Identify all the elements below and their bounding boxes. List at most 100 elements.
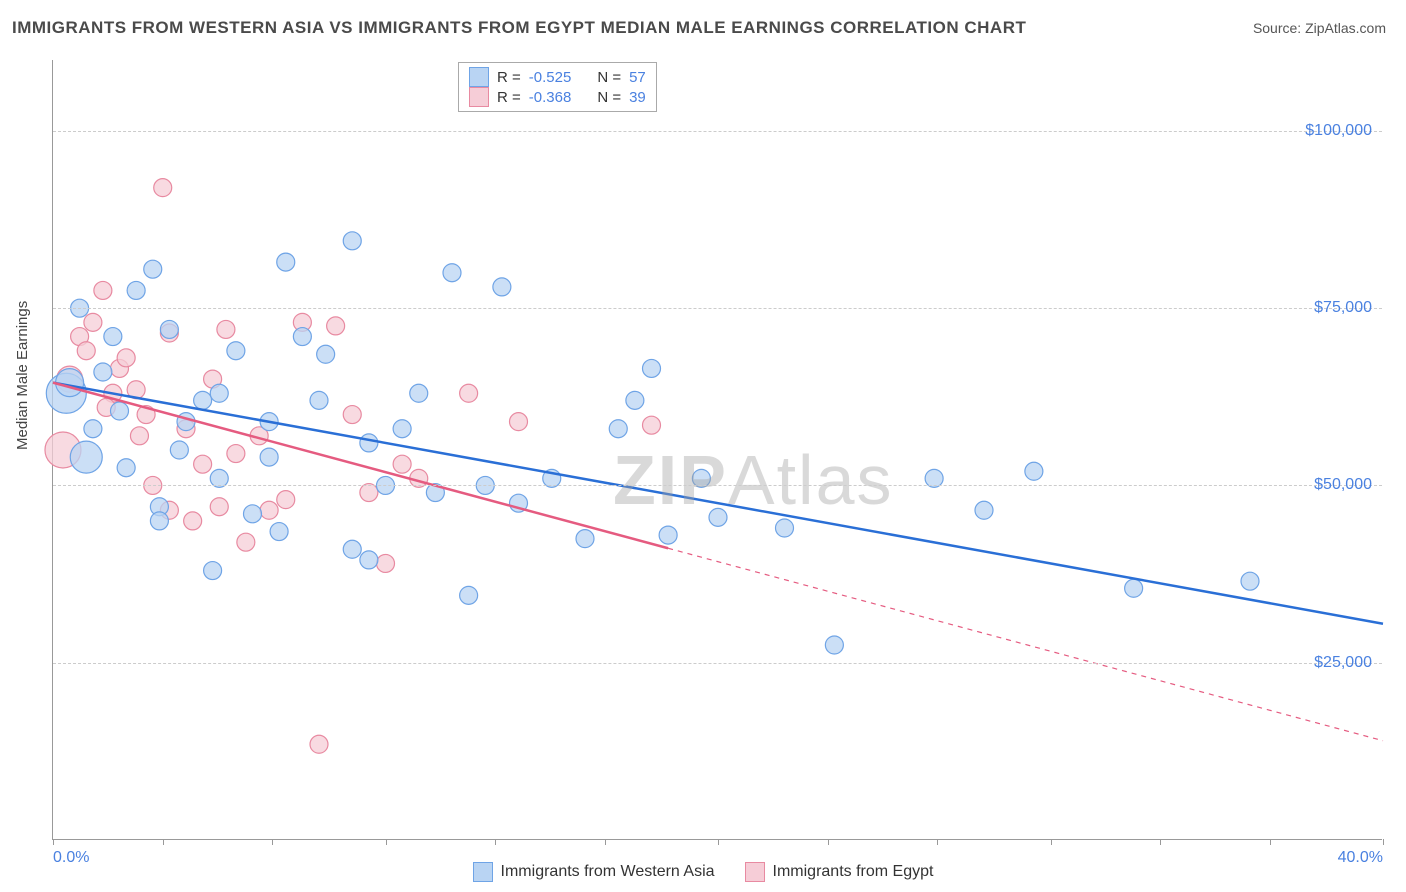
y-tick-label: $25,000 xyxy=(1314,654,1372,672)
data-point xyxy=(410,384,428,402)
data-point xyxy=(460,586,478,604)
data-point xyxy=(393,455,411,473)
data-point xyxy=(576,530,594,548)
data-point xyxy=(204,562,222,580)
x-tick-mark xyxy=(1383,839,1384,845)
grid-line xyxy=(53,308,1382,309)
data-point xyxy=(443,264,461,282)
series-legend: Immigrants from Western Asia Immigrants f… xyxy=(0,862,1406,882)
data-point xyxy=(177,413,195,431)
data-point xyxy=(277,253,295,271)
regression-line xyxy=(53,383,1383,624)
x-tick-mark xyxy=(53,839,54,845)
r-value: -0.368 xyxy=(529,89,572,106)
data-point xyxy=(609,420,627,438)
data-point xyxy=(360,551,378,569)
x-tick-mark xyxy=(1160,839,1161,845)
y-axis-label: Median Male Earnings xyxy=(14,301,31,450)
legend-item: Immigrants from Egypt xyxy=(745,862,934,882)
x-tick-mark xyxy=(163,839,164,845)
data-point xyxy=(94,281,112,299)
data-point xyxy=(709,508,727,526)
data-point xyxy=(343,540,361,558)
source-value: ZipAtlas.com xyxy=(1305,20,1386,36)
data-point xyxy=(150,512,168,530)
data-point xyxy=(260,501,278,519)
data-point xyxy=(84,313,102,331)
data-point xyxy=(260,448,278,466)
r-value: -0.525 xyxy=(529,69,572,86)
n-value: 57 xyxy=(629,69,646,86)
data-point xyxy=(70,441,102,473)
legend-row: R =-0.368N =39 xyxy=(469,87,646,107)
data-point xyxy=(237,533,255,551)
data-point xyxy=(393,420,411,438)
x-tick-mark xyxy=(386,839,387,845)
data-point xyxy=(343,406,361,424)
data-point xyxy=(210,498,228,516)
data-point xyxy=(154,179,172,197)
legend-swatch xyxy=(473,862,493,882)
legend-item: Immigrants from Western Asia xyxy=(473,862,715,882)
data-point xyxy=(659,526,677,544)
data-point xyxy=(317,345,335,363)
data-point xyxy=(210,384,228,402)
x-tick-mark xyxy=(1270,839,1271,845)
data-point xyxy=(127,281,145,299)
data-point xyxy=(626,391,644,409)
source-label: Source: xyxy=(1253,20,1301,36)
data-point xyxy=(160,320,178,338)
data-point xyxy=(84,420,102,438)
data-point xyxy=(327,317,345,335)
n-label: N = xyxy=(597,69,621,86)
data-point xyxy=(825,636,843,654)
data-point xyxy=(194,455,212,473)
chart-title: IMMIGRANTS FROM WESTERN ASIA VS IMMIGRAN… xyxy=(12,18,1026,38)
data-point xyxy=(77,342,95,360)
legend-swatch xyxy=(469,67,489,87)
data-point xyxy=(194,391,212,409)
data-point xyxy=(343,232,361,250)
x-tick-mark xyxy=(1051,839,1052,845)
data-point xyxy=(270,523,288,541)
source-attribution: Source: ZipAtlas.com xyxy=(1253,20,1386,36)
data-point xyxy=(493,278,511,296)
legend-swatch xyxy=(745,862,765,882)
data-point xyxy=(776,519,794,537)
x-tick-mark xyxy=(495,839,496,845)
data-point xyxy=(130,427,148,445)
data-point xyxy=(1125,579,1143,597)
regression-line xyxy=(53,383,668,549)
scatter-svg xyxy=(53,60,1382,839)
n-label: N = xyxy=(597,89,621,106)
data-point xyxy=(170,441,188,459)
legend-swatch xyxy=(469,87,489,107)
r-label: R = xyxy=(497,69,521,86)
grid-line xyxy=(53,485,1382,486)
x-tick-mark xyxy=(718,839,719,845)
data-point xyxy=(227,342,245,360)
x-tick-mark xyxy=(272,839,273,845)
grid-line xyxy=(53,663,1382,664)
data-point xyxy=(94,363,112,381)
x-tick-mark xyxy=(605,839,606,845)
x-tick-mark xyxy=(828,839,829,845)
y-tick-label: $50,000 xyxy=(1314,476,1372,494)
data-point xyxy=(104,328,122,346)
series-name: Immigrants from Egypt xyxy=(773,863,934,881)
data-point xyxy=(117,459,135,477)
legend-row: R = -0.525 N = 57 xyxy=(469,67,646,87)
data-point xyxy=(643,359,661,377)
n-value: 39 xyxy=(629,89,646,106)
data-point xyxy=(310,391,328,409)
data-point xyxy=(217,320,235,338)
data-point xyxy=(975,501,993,519)
grid-line xyxy=(53,131,1382,132)
data-point xyxy=(510,413,528,431)
data-point xyxy=(1025,462,1043,480)
x-tick-mark xyxy=(937,839,938,845)
data-point xyxy=(117,349,135,367)
chart-container: IMMIGRANTS FROM WESTERN ASIA VS IMMIGRAN… xyxy=(0,0,1406,892)
data-point xyxy=(1241,572,1259,590)
data-point xyxy=(227,445,245,463)
